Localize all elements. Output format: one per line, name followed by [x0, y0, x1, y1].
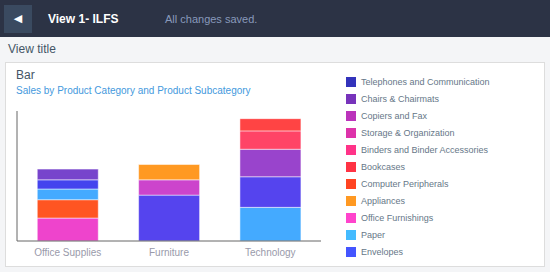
html-text:Sales by Product Category and: Sales by Product Category and Product Su… — [16, 85, 251, 96]
svg-text:Furniture: Furniture — [149, 247, 189, 258]
html-text:Copiers and Fax: Copiers and Fax — [361, 110, 427, 121]
html-text:Binders and Binder Accessories: Binders and Binder Accessories — [361, 144, 489, 155]
html-text:Bookcases: Bookcases — [361, 161, 405, 172]
html-text:Chairs & Chairmats: Chairs & Chairmats — [361, 93, 439, 104]
html-text:Paper: Paper — [361, 229, 385, 240]
html-text:View title: View title — [8, 42, 56, 56]
html-text:Computer Peripherals: Computer Peripherals — [361, 178, 449, 189]
html-text:Appliances: Appliances — [361, 195, 405, 206]
html-text:Storage & Organization: Storage & Organization — [361, 127, 455, 138]
html-text:Office Furnishings: Office Furnishings — [361, 212, 434, 223]
html-text:Bar: Bar — [16, 68, 35, 82]
svg-text:Technology: Technology — [245, 247, 296, 258]
html-text:Telephones and Communication: Telephones and Communication — [361, 76, 490, 87]
html-text:All changes saved.: All changes saved. — [165, 12, 258, 25]
html-text:View 1- ILFS: View 1- ILFS — [48, 11, 119, 26]
html-text:Envelopes: Envelopes — [361, 246, 403, 257]
svg-text:Office Supplies: Office Supplies — [34, 247, 101, 258]
